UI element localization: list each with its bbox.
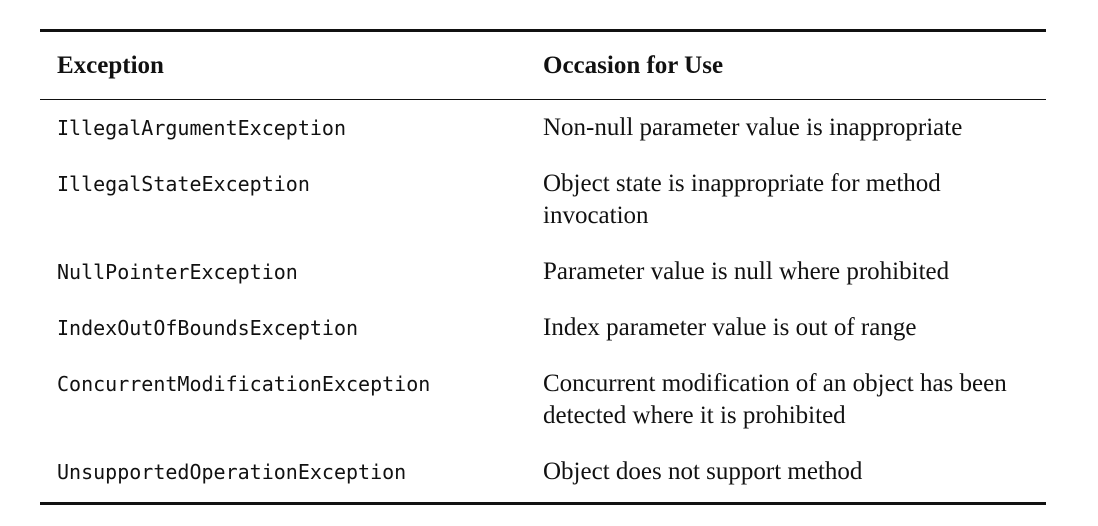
occasion-description: Concurrent modification of an object has… [543,370,1007,429]
header-exception: Exception [57,51,164,79]
table-top-rule [40,29,1046,32]
exception-name: IllegalStateException [57,172,310,196]
table-header-row: Exception Occasion for Use [40,32,1046,99]
table-row: NullPointerException Parameter value is … [40,256,1046,288]
table-row: ConcurrentModificationException Concurre… [40,368,1046,432]
table-header-rule [40,99,1046,100]
table-row: UnsupportedOperationException Object doe… [40,456,1046,488]
table-bottom-rule [40,502,1046,505]
exception-name: IndexOutOfBoundsException [57,316,359,340]
exception-name: ConcurrentModificationException [57,372,431,396]
table-row: IndexOutOfBoundsException Index paramete… [40,312,1046,344]
exception-name: UnsupportedOperationException [57,460,407,484]
header-occasion-for-use: Occasion for Use [543,51,724,79]
table-row: IllegalArgumentException Non-null parame… [40,112,1046,144]
exception-name: NullPointerException [57,260,298,284]
table-body: IllegalArgumentException Non-null parame… [40,100,1046,502]
table-row: IllegalStateException Object state is in… [40,168,1046,232]
exceptions-table: Exception Occasion for Use IllegalArgume… [40,29,1046,505]
occasion-description: Object state is inappropriate for method… [543,170,941,229]
occasion-description: Index parameter value is out of range [543,314,917,341]
occasion-description: Object does not support method [543,458,863,485]
exception-name: IllegalArgumentException [57,116,346,140]
occasion-description: Non-null parameter value is inappropriat… [543,114,963,141]
occasion-description: Parameter value is null where prohibited [543,258,950,285]
